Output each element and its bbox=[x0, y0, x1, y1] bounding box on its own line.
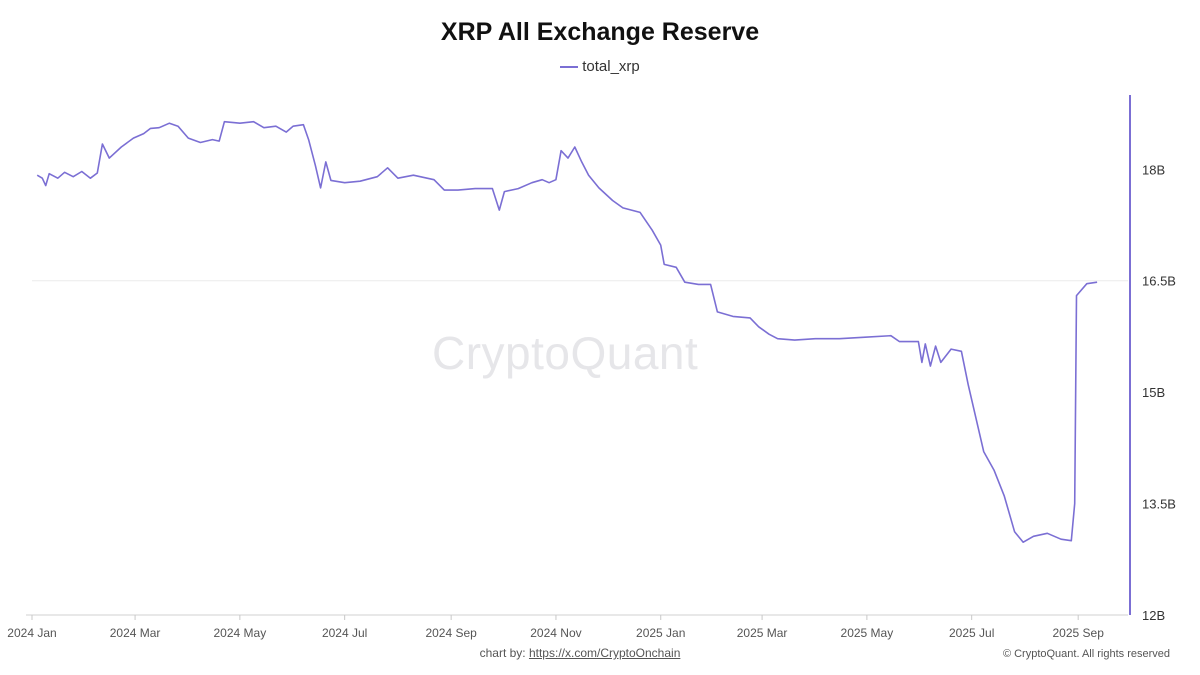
x-tick-label: 2024 May bbox=[214, 626, 267, 640]
y-tick-label: 12B bbox=[1142, 608, 1165, 623]
x-tick-label: 2024 Jul bbox=[322, 626, 367, 640]
legend-swatch bbox=[560, 66, 579, 69]
y-tick-label: 15B bbox=[1142, 385, 1165, 400]
watermark: CryptoQuant bbox=[432, 327, 699, 379]
legend[interactable]: total_xrp bbox=[0, 58, 1200, 75]
x-tick-label: 2025 Jul bbox=[949, 626, 994, 640]
x-tick-label: 2025 Mar bbox=[737, 626, 788, 640]
y-tick-label: 16.5B bbox=[1142, 274, 1176, 289]
x-tick-label: 2024 Mar bbox=[110, 626, 161, 640]
chart-title: XRP All Exchange Reserve bbox=[440, 18, 760, 46]
series-line-total_xrp[interactable] bbox=[36, 120, 1098, 543]
credit-prefix: chart by: bbox=[479, 646, 529, 660]
copyright-text: © CryptoQuant. All rights reserved bbox=[1002, 648, 1170, 660]
y-tick-label: 13.5B bbox=[1142, 497, 1176, 512]
x-tick-label: 2024 Sep bbox=[425, 626, 477, 640]
x-tick-label: 2024 Nov bbox=[530, 626, 581, 640]
legend-label: total_xrp bbox=[582, 58, 640, 75]
credit-line: chart by: https://x.com/CryptoOnchain bbox=[0, 646, 1160, 660]
credit-link[interactable]: https://x.com/CryptoOnchain bbox=[528, 646, 681, 660]
x-tick-label: 2025 Sep bbox=[1052, 626, 1104, 640]
x-tick-label: 2025 May bbox=[841, 626, 894, 640]
y-tick-label: 18B bbox=[1142, 162, 1165, 177]
x-tick-label: 2024 Jan bbox=[7, 626, 56, 640]
x-tick-label: 2025 Jan bbox=[636, 626, 685, 640]
